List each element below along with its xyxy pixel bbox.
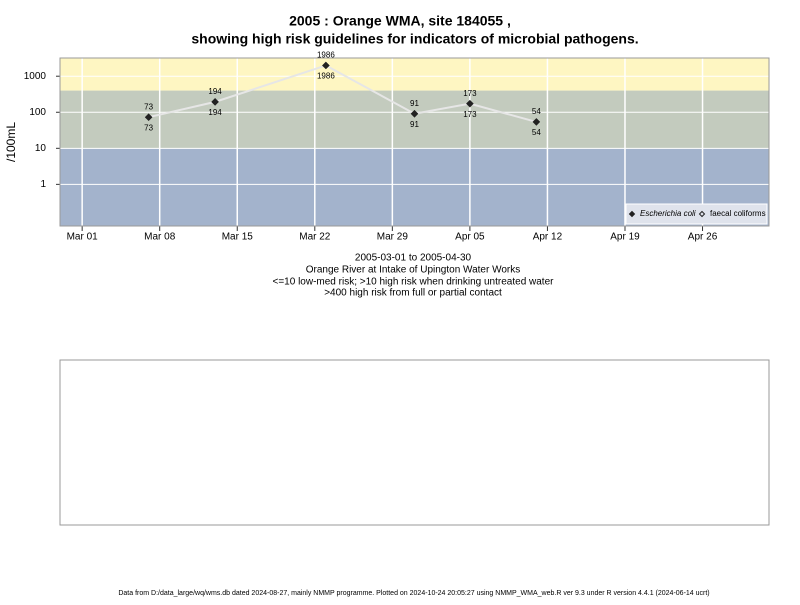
data-label: 1986 [317, 72, 335, 81]
data-label: 194 [208, 87, 222, 96]
data-point [532, 118, 541, 126]
data-point [211, 98, 219, 106]
legend-marker [698, 210, 706, 218]
x-tick-label: Apr 19 [610, 232, 640, 243]
data-label: 91 [410, 120, 419, 129]
x-tick-label: Mar 29 [377, 232, 409, 243]
data-label: 173 [463, 89, 477, 98]
empty-panel [59, 359, 770, 526]
data-label: 73 [144, 102, 153, 111]
y-tick-label: 10 [35, 143, 47, 154]
legend-box [625, 203, 768, 225]
data-point [466, 99, 474, 108]
y-tick-label: 100 [29, 107, 46, 118]
x-tick-label: Apr 26 [688, 232, 718, 243]
y-axis-label: /100mL [4, 122, 18, 162]
data-label: 54 [532, 107, 541, 116]
x-tick-label: Apr 12 [533, 232, 563, 243]
data-label: 54 [532, 128, 541, 137]
data-label: 73 [144, 123, 153, 132]
x-tick-label: Mar 15 [222, 232, 254, 243]
data-point [144, 113, 153, 121]
risk-band [60, 90, 769, 149]
subtitle: 2005-03-01 to 2005-04-30 [355, 253, 472, 264]
data-label: 173 [463, 110, 477, 119]
y-tick-label: 1 [40, 179, 46, 190]
legend-label: Escherichia coli [640, 209, 696, 218]
data-label: 1986 [317, 51, 335, 60]
subtitle: >400 high risk from full or partial cont… [324, 288, 502, 299]
x-tick-label: Mar 08 [144, 232, 176, 243]
risk-band [60, 58, 769, 91]
data-point [322, 61, 330, 70]
legend-marker [628, 210, 636, 218]
chart-title: showing high risk guidelines for indicat… [191, 31, 638, 47]
subtitle: Orange River at Intake of Upington Water… [306, 265, 521, 276]
legend-label: faecal coliforms [710, 209, 766, 218]
chart-title: 2005 : Orange WMA, site 184055 , [289, 13, 511, 29]
footer: Data from D:/data_large/wq/wms.db dated … [118, 590, 709, 597]
series-line [148, 64, 537, 123]
data-point [410, 110, 419, 118]
data-label: 91 [410, 99, 419, 108]
y-tick-label: 1000 [24, 71, 47, 82]
x-tick-label: Mar 22 [299, 232, 331, 243]
data-label: 194 [208, 108, 222, 117]
subtitle: <=10 low-med risk; >10 high risk when dr… [273, 277, 555, 288]
x-tick-label: Apr 05 [455, 232, 485, 243]
x-tick-label: Mar 01 [67, 232, 99, 243]
plot-frame [59, 57, 770, 227]
